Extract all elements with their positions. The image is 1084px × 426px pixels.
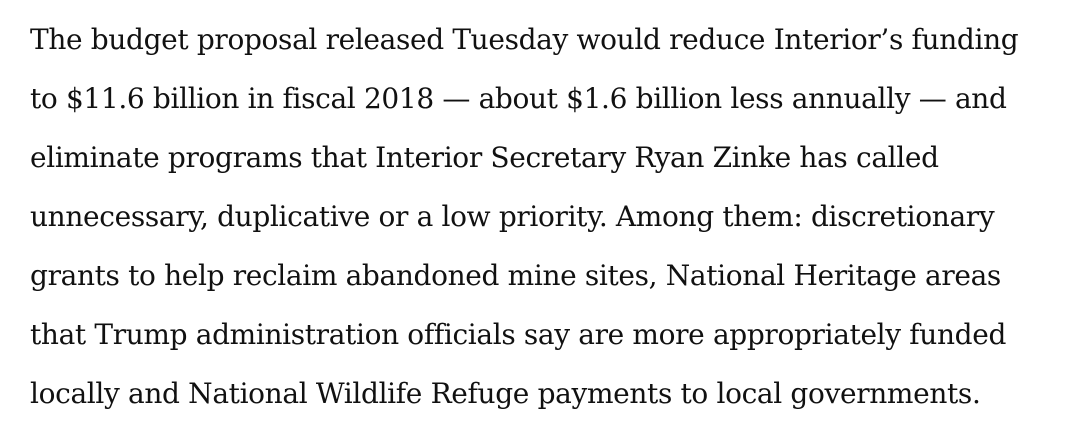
paragraph-line: locally and National Wildlife Refuge pay… bbox=[30, 377, 981, 410]
paragraph-line: grants to help reclaim abandoned mine si… bbox=[30, 259, 1001, 292]
paragraph-line: eliminate programs that Interior Secreta… bbox=[30, 141, 939, 174]
paragraph-line: that Trump administration officials say … bbox=[30, 318, 1007, 351]
paragraph-line: to $11.6 billion in fiscal 2018 — about … bbox=[30, 82, 1007, 115]
article-paragraph: The budget proposal released Tuesday wou… bbox=[30, 10, 1080, 423]
paragraph-line: The budget proposal released Tuesday wou… bbox=[30, 23, 1019, 56]
paragraph-line: unnecessary, duplicative or a low priori… bbox=[30, 200, 995, 233]
article-body: The budget proposal released Tuesday wou… bbox=[30, 10, 1080, 423]
